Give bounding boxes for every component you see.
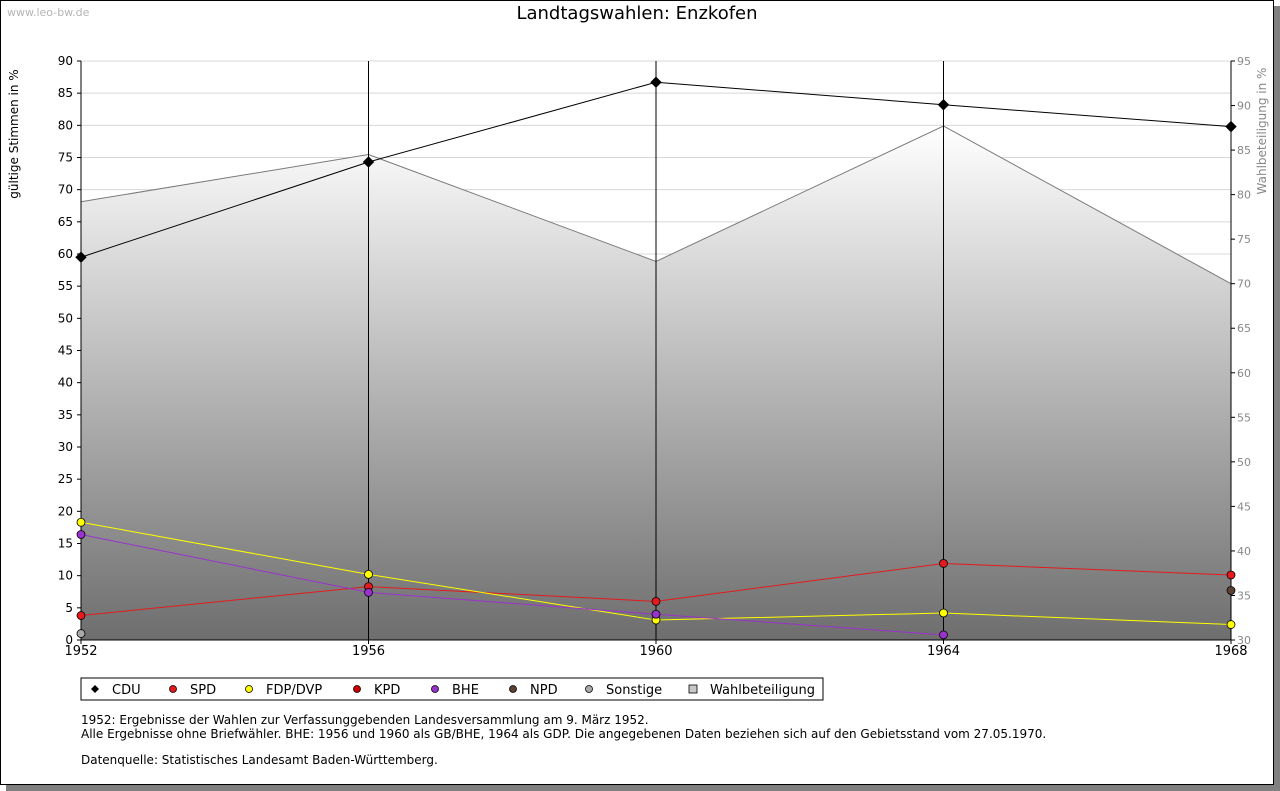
y-tick-label: 5	[65, 601, 73, 615]
y-tick-label: 60	[58, 247, 73, 261]
y-tick-label: 55	[58, 279, 73, 293]
legend-label: KPD	[374, 683, 400, 698]
note-line-3: Datenquelle: Statistisches Landesamt Bad…	[81, 753, 438, 767]
y-tick-label: 40	[58, 376, 73, 390]
y-tick-label: 10	[58, 569, 73, 583]
chart-title: Landtagswahlen: Enzkofen	[516, 3, 758, 24]
series-line-bhe	[80, 534, 944, 636]
data-point	[1226, 570, 1236, 580]
y-tick-label: 35	[58, 408, 73, 422]
y2-tick-label: 40	[1237, 545, 1251, 558]
data-point	[939, 608, 948, 618]
note-line-1: 1952: Ergebnisse der Wahlen zur Verfassu…	[81, 713, 649, 727]
legend-label: FDP/DVP	[266, 683, 322, 698]
y2-tick-label: 90	[1237, 100, 1251, 113]
y-tick-label: 65	[58, 215, 73, 229]
y-tick-label: 85	[58, 86, 73, 100]
y-tick-label: 25	[58, 472, 73, 486]
y2-tick-label: 75	[1237, 233, 1251, 246]
legend-marker	[688, 684, 698, 694]
legend-marker	[245, 685, 253, 693]
legend-label: BHE	[452, 683, 479, 698]
x-tick-label: 1952	[64, 644, 97, 659]
y-tick-label: 30	[58, 440, 73, 454]
y-tick-label: 45	[58, 344, 73, 358]
watermark: www.leo-bw.de	[7, 6, 90, 19]
data-point	[937, 99, 950, 111]
legend-marker	[353, 685, 361, 693]
y2-axis-title: Wahlbeteiligung in %	[1255, 68, 1269, 195]
data-point	[76, 629, 86, 638]
x-tick-label: 1964	[927, 644, 960, 659]
y-tick-label: 20	[58, 504, 73, 518]
x-tick-label: 1968	[1214, 644, 1247, 659]
data-point	[650, 76, 662, 88]
y2-tick-label: 80	[1237, 189, 1251, 202]
legend-marker	[509, 685, 517, 693]
legend-label: CDU	[112, 683, 141, 698]
note-line-2: Alle Ergebnisse ohne Briefwähler. BHE: 1…	[81, 727, 1047, 741]
data-point	[651, 609, 661, 619]
data-point	[939, 559, 948, 568]
data-point	[1226, 586, 1236, 595]
y-tick-label: 50	[58, 311, 73, 325]
y2-tick-label: 70	[1237, 278, 1251, 291]
y2-tick-label: 65	[1237, 322, 1251, 335]
legend-marker	[431, 685, 439, 693]
y-tick-label: 0	[65, 633, 73, 647]
data-point	[362, 156, 375, 168]
data-point	[939, 630, 948, 640]
x-tick-label: 1960	[639, 644, 672, 659]
data-point	[75, 251, 87, 263]
y-tick-label: 75	[58, 151, 73, 165]
y-tick-label: 70	[58, 183, 73, 197]
legend-label: Wahlbeteiligung	[710, 683, 815, 698]
y2-tick-label: 35	[1237, 589, 1251, 602]
data-point	[76, 517, 86, 527]
y-axis-title: gültige Stimmen in %	[7, 69, 21, 198]
y2-tick-label: 30	[1237, 634, 1251, 647]
y2-tick-label: 85	[1237, 144, 1251, 157]
y2-tick-label: 95	[1237, 55, 1251, 68]
legend-marker	[169, 685, 177, 693]
legend-marker	[585, 685, 593, 693]
legend-label: NPD	[530, 683, 558, 698]
data-point	[1226, 620, 1236, 629]
data-point	[76, 530, 86, 539]
y-tick-label: 90	[58, 54, 73, 68]
data-point	[1225, 120, 1237, 133]
data-point	[364, 587, 373, 597]
y2-tick-label: 50	[1237, 456, 1251, 469]
y2-tick-label: 55	[1237, 411, 1251, 424]
legend-label: SPD	[190, 683, 216, 698]
y2-tick-label: 60	[1237, 367, 1251, 380]
data-point	[76, 611, 86, 620]
y-tick-label: 80	[58, 118, 73, 132]
legend-marker	[91, 685, 99, 693]
y-tick-label: 15	[58, 537, 73, 551]
legend-label: Sonstige	[606, 683, 662, 698]
legend-box	[80, 677, 824, 701]
data-point	[651, 597, 661, 606]
x-tick-label: 1956	[352, 644, 385, 659]
y2-tick-label: 45	[1237, 500, 1251, 513]
data-point	[364, 569, 373, 579]
